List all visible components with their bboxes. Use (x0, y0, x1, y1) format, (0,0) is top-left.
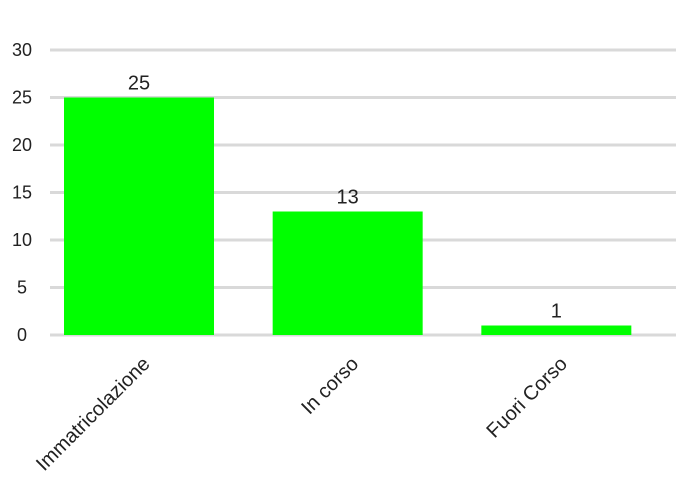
bars (64, 97, 632, 335)
bar-in-corso (272, 211, 423, 335)
data-label: 1 (551, 301, 562, 323)
x-tick-label: Fuori Corso (482, 353, 571, 442)
data-labels: 25 13 1 (128, 73, 562, 323)
y-tick-label: 15 (12, 183, 32, 203)
data-label: 25 (128, 73, 150, 95)
data-label: 13 (337, 187, 359, 209)
y-tick-label: 5 (17, 278, 27, 298)
y-tick-label: 25 (12, 88, 32, 108)
x-tick-label: Immatricolazione (32, 353, 154, 475)
y-tick-label: 0 (17, 325, 27, 345)
x-tick-label: In corso (297, 353, 363, 419)
y-tick-label: 30 (12, 40, 32, 60)
bar-fuori-corso (481, 325, 632, 335)
y-tick-label: 10 (12, 230, 32, 250)
bar-immatricolazione (64, 97, 214, 335)
x-axis-labels: Immatricolazione In corso Fuori Corso (32, 353, 572, 475)
y-tick-label: 20 (12, 135, 32, 155)
y-axis-ticks: 0 5 10 15 20 25 30 (12, 40, 32, 345)
